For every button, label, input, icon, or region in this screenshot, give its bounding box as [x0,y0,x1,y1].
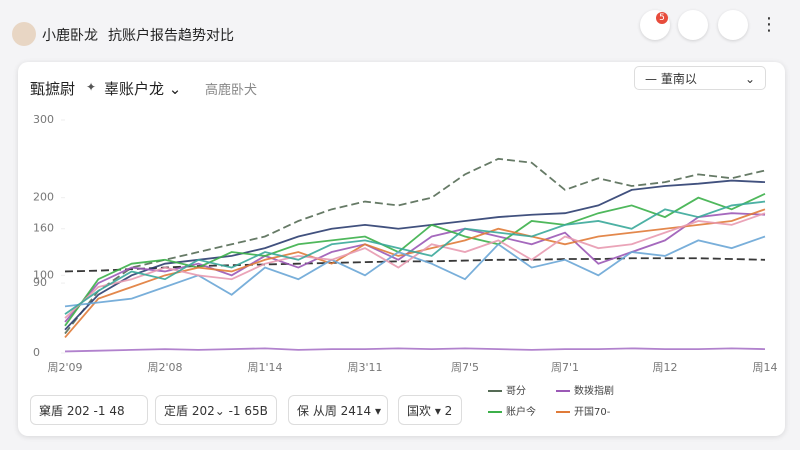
dropdown[interactable]: — 董南以 ⌄ [634,66,766,90]
legend-label: 账户今 [506,405,536,418]
series-line [64,212,766,323]
x-tick-label: 周3'11 [347,361,382,374]
card-subtitle: 高鹿卧犬 [205,83,258,98]
filter-input[interactable]: 保 从周 2414 ▾ [288,395,388,425]
y-tick-label: 90 [33,276,47,289]
badge: 5 [656,12,668,24]
series-line [64,347,766,353]
more-button[interactable]: ⋮ [760,14,778,35]
account-select[interactable]: 辜账户龙 ⌄ [104,80,182,98]
series-line [64,192,766,327]
legend-label: 数拨指剧 [574,384,614,397]
series-line [64,212,766,319]
series-line [64,200,766,315]
legend-label: 哥分 [506,385,526,397]
series-line [64,208,766,339]
x-tick-label: 周2'08 [147,361,182,374]
y-tick-label: 300 [33,113,54,126]
account-name: 辜账户龙 [104,80,165,98]
series-line [64,257,766,273]
filter-input[interactable]: 定盾 202⌄ -1 65B [155,395,277,425]
x-tick-label: 周14 [753,361,778,374]
page-title: 抗账户报告趋势对比 [108,28,234,44]
y-tick-label: 0 [33,346,40,359]
logo [12,22,36,46]
x-tick-label: 周7'5 [451,361,479,374]
series-line [64,179,766,331]
legend-label: 开国70- [574,406,611,418]
separator: ✦ [86,80,97,94]
calendar-button[interactable] [678,10,708,40]
x-tick-label: 周2'09 [47,361,82,374]
card-title: 甄摭尉 [30,80,76,98]
settings-button[interactable] [718,10,748,40]
x-tick-label: 周12 [653,361,678,374]
series-line [64,235,766,308]
y-tick-label: 200 [33,191,54,204]
filter-input[interactable]: 国欢 ▾ 2 [398,395,462,425]
y-tick-label: 160 [33,222,54,235]
x-tick-label: 周1'14 [247,361,282,374]
dropdown-label: 董南以 [660,72,697,86]
filter-input[interactable]: 窠盾 202 -1 48 [30,395,148,425]
series-line [64,157,766,335]
x-tick-label: 周7'1 [551,361,579,374]
y-tick-label: 100 [33,268,54,281]
app-name: 小鹿卧龙 [42,28,98,44]
